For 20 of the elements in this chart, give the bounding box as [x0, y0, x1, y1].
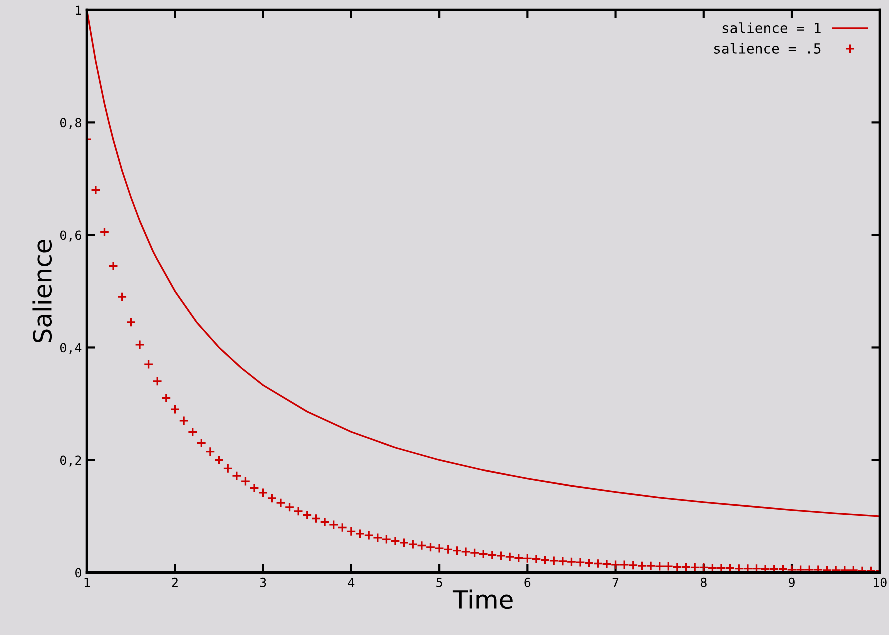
x-tick-label: 7 [612, 578, 619, 588]
y-tick-label: 0,6 [60, 230, 82, 242]
y-axis-title: Salience [32, 240, 52, 343]
x-tick-label: 2 [172, 578, 178, 588]
x-tick-label: 5 [436, 578, 442, 588]
legend-label: salience = .5 [714, 43, 821, 54]
x-tick-label: 4 [348, 578, 355, 588]
y-tick-label: 0 [76, 568, 82, 578]
x-tick-label: 8 [700, 578, 707, 588]
x-tick-label: 6 [524, 578, 531, 588]
y-tick-label: 0,8 [60, 118, 82, 130]
x-tick-label: 10 [874, 578, 887, 588]
x-tick-label: 1 [84, 578, 90, 588]
x-tick-label: 3 [260, 578, 266, 588]
x-axis-title: Time [452, 590, 513, 610]
y-tick-label: 0,2 [60, 456, 82, 467]
y-tick-label: 1 [76, 6, 82, 15]
x-tick-label: 9 [789, 578, 795, 588]
legend-label: salience = 1 [722, 22, 821, 34]
y-tick-label: 0,4 [60, 343, 82, 354]
